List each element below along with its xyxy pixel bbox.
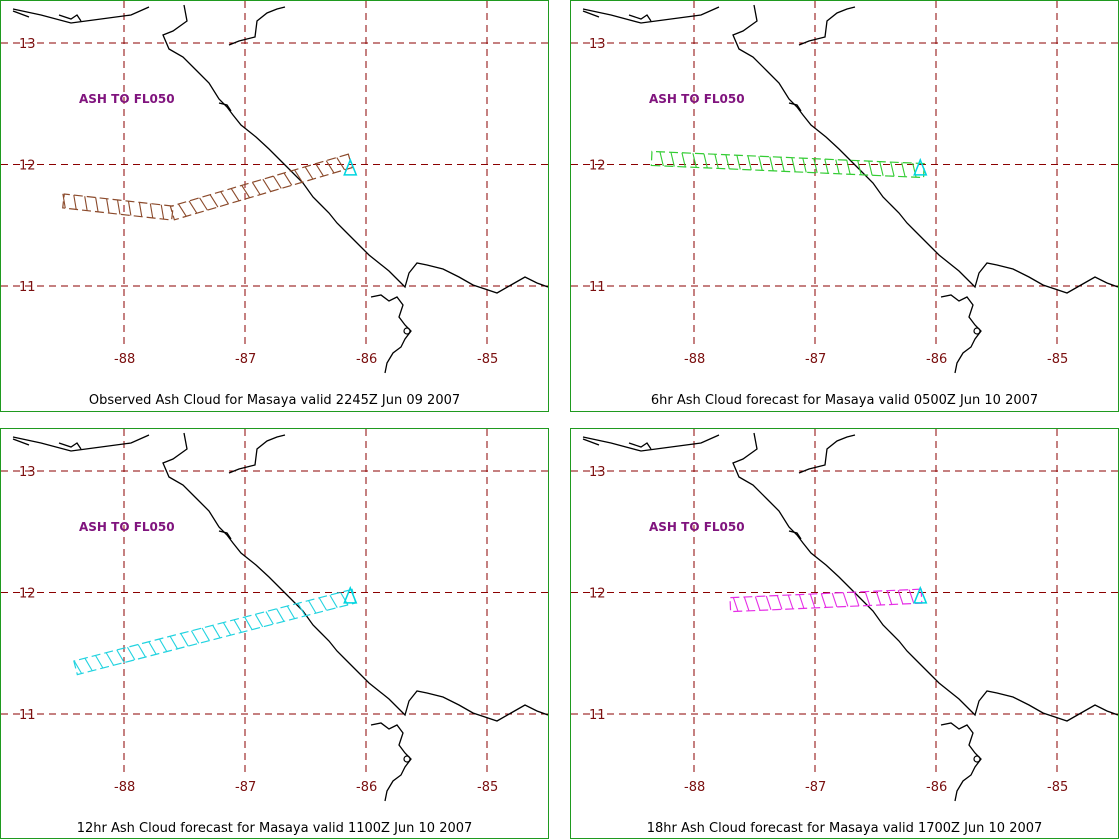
panel-caption: Observed Ash Cloud for Masaya valid 2245… — [89, 393, 460, 408]
latitude-tick-label: 11 — [19, 708, 36, 723]
longitude-tick-label: -86 — [356, 352, 377, 367]
coastline — [218, 530, 232, 540]
longitude-tick-label: -85 — [477, 352, 498, 367]
latitude-tick-label: 11 — [19, 280, 36, 295]
longitude-tick-label: -87 — [805, 780, 826, 795]
volcano-vent-marker-icon — [343, 585, 358, 604]
coastline — [12, 10, 30, 18]
map-panel-6hr-forecast: 13 12 11 -88 -87 -86 -85 ASH TO FL050 6hr Ash Cl… — [570, 0, 1119, 412]
ash-cloud — [73, 588, 357, 676]
volcano-vent-marker-icon — [913, 157, 928, 176]
coastline — [228, 6, 286, 46]
panel-caption: 6hr Ash Cloud forecast for Masaya valid … — [651, 393, 1038, 408]
coastline — [732, 4, 1118, 294]
coastline — [370, 294, 412, 374]
coastline — [788, 102, 802, 112]
longitude-tick-label: -85 — [477, 780, 498, 795]
latitude-tick-label: 12 — [589, 159, 606, 174]
latitude-tick-label: 11 — [589, 280, 606, 295]
ash-height-label: ASH TO FL050 — [79, 520, 175, 534]
map-panel-12hr-forecast: 13 12 11 -88 -87 -86 -85 ASH TO FL050 12hr Ash C… — [0, 428, 549, 839]
volcano-vent-marker-icon — [913, 585, 928, 604]
map-canvas: 13 12 11 -88 -87 -86 -85 ASH TO FL050 18hr Ash C… — [571, 429, 1118, 836]
coastline — [162, 4, 548, 294]
longitude-tick-label: -87 — [235, 780, 256, 795]
latitude-tick-label: 13 — [589, 465, 606, 480]
longitude-tick-label: -87 — [805, 352, 826, 367]
ash-cloud — [729, 588, 923, 613]
coastline — [732, 432, 1118, 722]
longitude-tick-label: -86 — [926, 352, 947, 367]
latitude-tick-label: 11 — [589, 708, 606, 723]
lake-outline — [403, 755, 411, 763]
coastline — [370, 722, 412, 802]
coastline — [218, 102, 232, 112]
latitude-tick-label: 12 — [19, 159, 36, 174]
coastline — [228, 434, 286, 474]
ash-height-label: ASH TO FL050 — [649, 520, 745, 534]
lake-outline — [403, 327, 411, 335]
coastline — [798, 6, 856, 46]
coastline — [12, 6, 150, 24]
longitude-tick-label: -88 — [114, 352, 135, 367]
coastline — [582, 10, 600, 18]
longitude-tick-label: -86 — [926, 780, 947, 795]
longitude-tick-label: -85 — [1047, 352, 1068, 367]
latitude-tick-label: 12 — [589, 587, 606, 602]
panel-caption: 12hr Ash Cloud forecast for Masaya valid… — [77, 821, 473, 836]
coastline — [940, 722, 982, 802]
map-canvas: 13 12 11 -88 -87 -86 -85 ASH TO FL050 12hr Ash C… — [1, 429, 548, 836]
longitude-tick-label: -87 — [235, 352, 256, 367]
latitude-tick-label: 13 — [19, 465, 36, 480]
longitude-tick-label: -86 — [356, 780, 377, 795]
longitude-tick-label: -88 — [684, 780, 705, 795]
ash-height-label: ASH TO FL050 — [79, 92, 175, 106]
coastline — [788, 530, 802, 540]
map-canvas: 13 12 11 -88 -87 -86 -85 ASH TO FL050 6hr Ash Cl… — [571, 1, 1118, 408]
lake-outline — [973, 755, 981, 763]
longitude-tick-label: -85 — [1047, 780, 1068, 795]
latitude-tick-label: 12 — [19, 587, 36, 602]
coastline — [582, 434, 720, 452]
volcano-vent-marker-icon — [343, 157, 358, 176]
coastline — [162, 432, 548, 722]
map-panel-observed: 13 12 11 -88 -87 -86 -85 ASH TO FL050 Observed A… — [0, 0, 549, 412]
coastline — [58, 14, 82, 22]
ash-height-label: ASH TO FL050 — [649, 92, 745, 106]
latitude-tick-label: 13 — [19, 37, 36, 52]
coastline — [798, 434, 856, 474]
map-canvas: 13 12 11 -88 -87 -86 -85 ASH TO FL050 Observed A… — [1, 1, 548, 408]
longitude-tick-label: -88 — [684, 352, 705, 367]
coastline — [12, 434, 150, 452]
coastline — [58, 442, 82, 450]
map-panel-18hr-forecast: 13 12 11 -88 -87 -86 -85 ASH TO FL050 18hr Ash C… — [570, 428, 1119, 839]
longitude-tick-label: -88 — [114, 780, 135, 795]
ash-cloud — [62, 153, 353, 221]
coastline — [940, 294, 982, 374]
ash-cloud — [650, 150, 925, 179]
coastline — [582, 438, 600, 446]
coastline — [628, 442, 652, 450]
latitude-tick-label: 13 — [589, 37, 606, 52]
lake-outline — [973, 327, 981, 335]
coastline — [628, 14, 652, 22]
panel-caption: 18hr Ash Cloud forecast for Masaya valid… — [647, 821, 1043, 836]
coastline — [582, 6, 720, 24]
coastline — [12, 438, 30, 446]
